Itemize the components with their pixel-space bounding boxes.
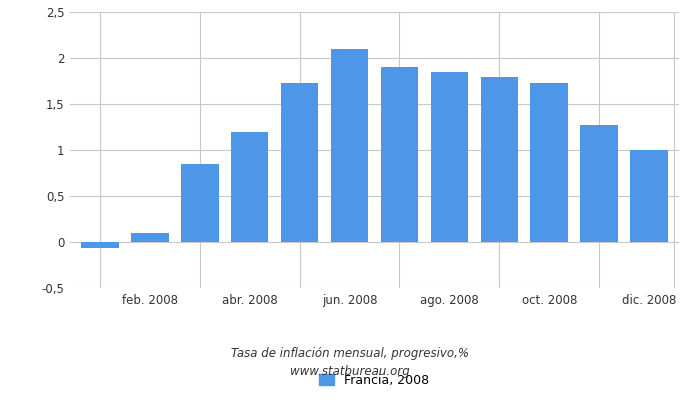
Bar	[481, 77, 518, 242]
Bar	[131, 233, 169, 242]
Bar	[531, 83, 568, 242]
Text: www.statbureau.org: www.statbureau.org	[290, 366, 410, 378]
Bar	[231, 132, 268, 242]
Bar	[331, 49, 368, 242]
Bar	[181, 164, 218, 242]
Bar	[430, 72, 468, 242]
Bar	[381, 67, 418, 242]
Bar	[630, 150, 668, 242]
Bar	[281, 83, 318, 242]
Text: Tasa de inflación mensual, progresivo,%: Tasa de inflación mensual, progresivo,%	[231, 348, 469, 360]
Bar	[580, 125, 618, 242]
Bar	[81, 242, 119, 248]
Legend: Francia, 2008: Francia, 2008	[319, 374, 430, 387]
